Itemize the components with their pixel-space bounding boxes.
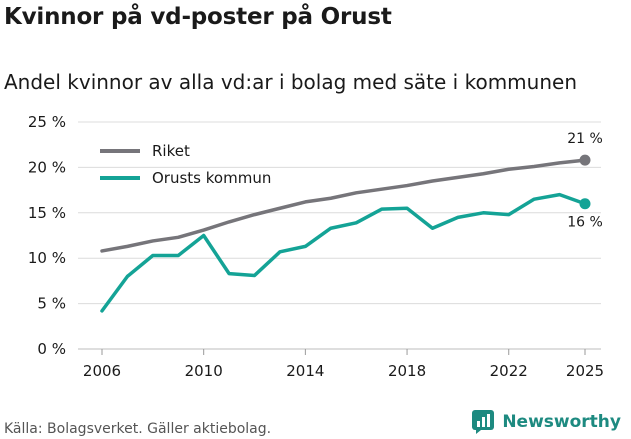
legend-label-0: Riket	[152, 142, 190, 160]
series-end-point-0	[579, 154, 591, 166]
y-tick-label: 10 %	[28, 249, 66, 267]
x-tick-label: 2010	[185, 362, 223, 380]
chart-title: Kvinnor på vd-poster på Orust	[4, 4, 392, 30]
x-tick-label: 2022	[490, 362, 528, 380]
y-tick-label: 5 %	[37, 295, 66, 313]
brand-name: Newsworthy	[502, 412, 621, 432]
end-value-label-1: 16 %	[567, 215, 603, 231]
x-tick-label: 2025	[566, 362, 604, 380]
y-tick-label: 0 %	[37, 340, 66, 358]
series-end-point-1	[579, 198, 591, 210]
y-tick-label: 20 %	[28, 158, 66, 176]
series-line-0	[100, 158, 587, 253]
legend: Riket Orusts kommun	[100, 142, 271, 187]
y-tick-label: 15 %	[28, 204, 66, 222]
end-value-label-0: 21 %	[567, 131, 603, 147]
series-lines	[100, 154, 591, 313]
brand-logo: Newsworthy	[472, 410, 621, 434]
legend-label-1: Orusts kommun	[152, 169, 271, 187]
x-tick-label: 2014	[286, 362, 324, 380]
end-labels: 21 % 16 %	[567, 131, 603, 231]
source-note: Källa: Bolagsverket. Gäller aktiebolag.	[4, 421, 272, 437]
newsworthy-logo-icon	[472, 410, 495, 434]
y-tick-label: 25 %	[28, 113, 66, 131]
axes: 0 % 5 % 10 % 15 % 20 % 25 % 2006 2010 2014 2018 20…	[28, 113, 604, 380]
series-line-1	[100, 192, 587, 313]
x-tick-label: 2006	[83, 362, 121, 380]
x-tick-label: 2018	[388, 362, 426, 380]
chart-subtitle: Andel kvinnor av alla vd:ar i bolag med …	[4, 70, 577, 94]
